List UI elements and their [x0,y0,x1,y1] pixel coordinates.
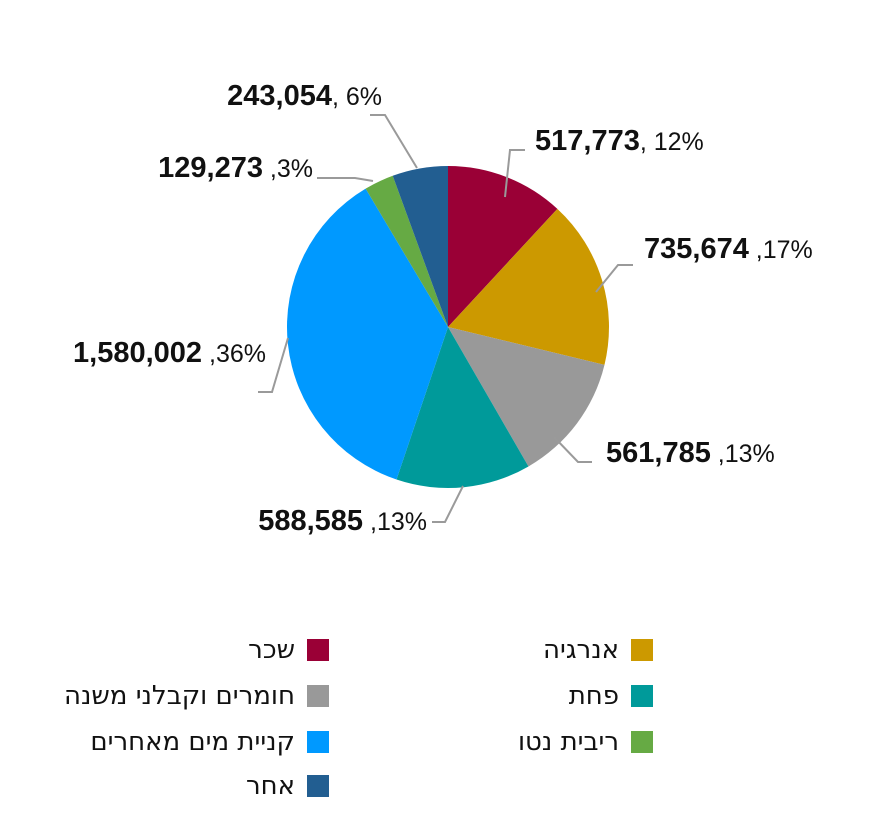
slice-value: 735,674 [644,233,749,265]
leader-line [432,485,464,523]
slice-percent: ,36% [202,340,266,368]
slice-percent: ,13% [363,508,427,536]
slice-percent: ,13% [711,440,775,468]
slice-percent: , 6% [332,83,382,111]
pie-slice [286,188,448,480]
slice-value: 588,585 [258,505,363,537]
pie-slice [365,175,448,327]
leader-line [370,114,418,169]
slice-label: 517,773, 12% [535,125,704,157]
slice-label: 588,585 ,13% [258,505,427,537]
slice-label: 561,785 ,13% [606,437,775,469]
pie-slice [396,327,529,489]
slice-label: 243,054, 6% [227,80,382,112]
pie-slices [286,166,609,489]
leader-line [317,177,374,182]
pie-slice [448,166,558,327]
slice-value: 129,273 [158,152,263,184]
slice-value: 561,785 [606,437,711,469]
slice-value: 1,580,002 [73,337,202,369]
leader-line [553,436,592,463]
slice-label: 735,674 ,17% [644,233,813,265]
pie-slice [448,208,609,365]
pie-slice [448,327,605,467]
slice-label: 1,580,002 ,36% [73,337,266,369]
leader-line [504,149,525,198]
slice-percent: ,17% [749,236,813,264]
slice-value: 243,054 [227,80,332,112]
slice-value: 517,773 [535,125,640,157]
slice-labels: 517,773, 12%735,674 ,17%561,785 ,13%588,… [73,80,813,537]
leader-line [595,264,633,293]
leader-line [258,337,289,393]
leader-lines [258,114,633,523]
slice-percent: ,3% [263,155,313,183]
slice-label: 129,273 ,3% [158,152,313,184]
pie-slice [392,166,448,327]
slice-percent: , 12% [640,128,704,156]
